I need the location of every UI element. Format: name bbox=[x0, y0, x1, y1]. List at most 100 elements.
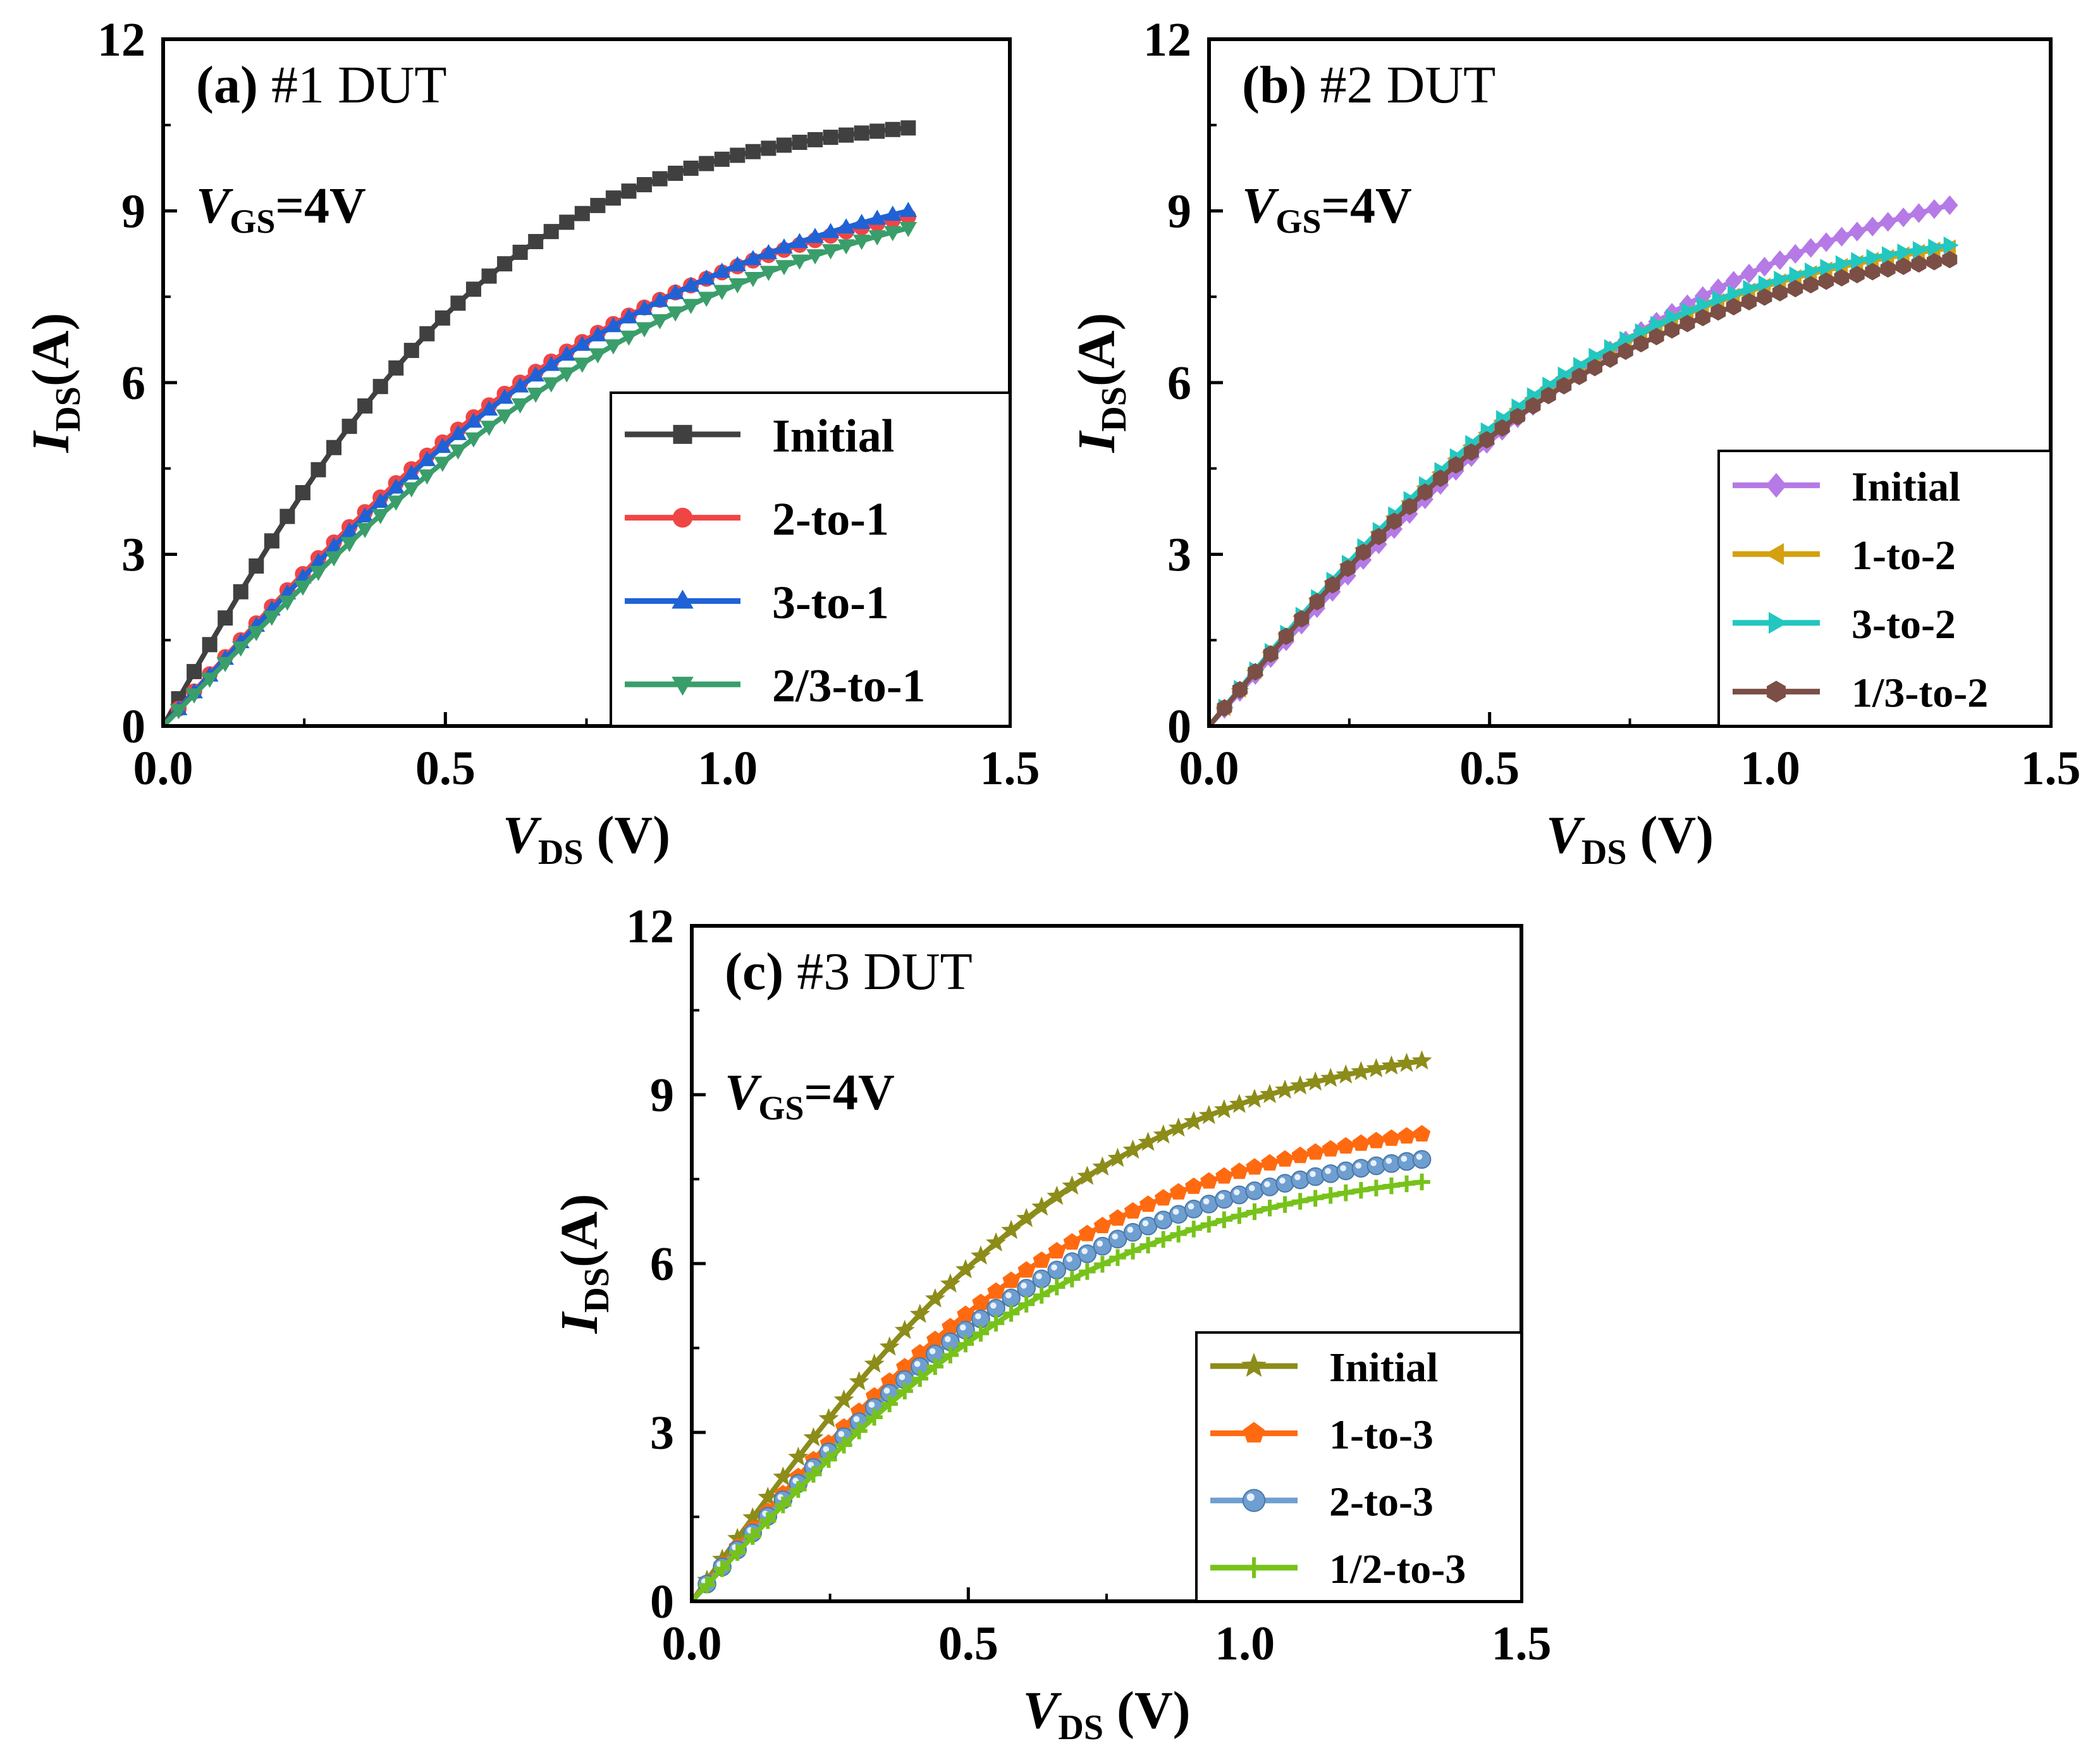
data-point bbox=[942, 1317, 959, 1334]
data-point bbox=[1183, 1111, 1204, 1131]
data-point bbox=[1124, 1243, 1141, 1260]
data-point-highlight bbox=[1051, 1264, 1057, 1271]
data-point bbox=[1943, 237, 1959, 254]
data-point bbox=[881, 1395, 898, 1413]
data-point bbox=[1618, 342, 1633, 360]
data-point bbox=[972, 1293, 990, 1310]
legend-label: Initial bbox=[1329, 1345, 1438, 1391]
data-point bbox=[1383, 1177, 1400, 1195]
data-point bbox=[869, 123, 885, 139]
data-point bbox=[1849, 266, 1865, 284]
data-point bbox=[480, 400, 498, 416]
data-point bbox=[1679, 294, 1696, 314]
x-tick-label: 0.5 bbox=[1459, 742, 1520, 795]
data-point bbox=[1366, 1058, 1387, 1078]
data-point bbox=[790, 254, 809, 270]
data-point bbox=[1788, 280, 1803, 298]
data-point bbox=[1820, 259, 1836, 276]
data-point-highlight bbox=[1340, 1165, 1346, 1172]
data-point bbox=[449, 424, 467, 440]
legend-label: 2/3-to-1 bbox=[772, 660, 926, 712]
y-tick-label: 9 bbox=[121, 185, 145, 238]
data-point bbox=[1077, 1166, 1098, 1185]
data-point bbox=[1215, 1211, 1233, 1229]
data-point-highlight bbox=[853, 1416, 860, 1422]
legend-swatch-marker bbox=[1243, 1422, 1265, 1443]
data-point bbox=[1092, 1156, 1113, 1176]
data-point bbox=[512, 244, 528, 260]
data-point bbox=[805, 1466, 822, 1483]
data-point bbox=[1213, 1098, 1234, 1119]
data-point bbox=[900, 120, 916, 136]
data-point bbox=[187, 663, 202, 679]
data-point-highlight bbox=[914, 1360, 921, 1367]
data-point bbox=[1002, 1271, 1020, 1288]
data-point bbox=[1712, 290, 1728, 308]
data-point bbox=[849, 1371, 869, 1391]
data-point bbox=[883, 226, 902, 242]
data-point bbox=[1525, 397, 1541, 415]
x-tick-label: 0.0 bbox=[662, 1617, 722, 1670]
data-point bbox=[868, 209, 887, 225]
data-point bbox=[371, 508, 390, 524]
data-point bbox=[1479, 431, 1495, 449]
legend-entry: 1/2-to-3 bbox=[1210, 1546, 1466, 1592]
data-point bbox=[1633, 335, 1649, 353]
data-point bbox=[1896, 257, 1912, 275]
data-point bbox=[1649, 328, 1664, 345]
data-point bbox=[1912, 241, 1928, 259]
data-point-highlight bbox=[1279, 1178, 1286, 1184]
data-point-highlight bbox=[1036, 1273, 1042, 1279]
data-point-highlight bbox=[1157, 1214, 1164, 1221]
data-point bbox=[1245, 1181, 1264, 1200]
x-axis-label: VDS (V) bbox=[503, 806, 670, 872]
data-point bbox=[558, 345, 576, 361]
legend-box bbox=[1195, 1331, 1523, 1603]
data-point bbox=[957, 1305, 974, 1322]
data-point bbox=[1367, 1131, 1385, 1148]
data-point bbox=[820, 1451, 837, 1468]
data-point bbox=[605, 190, 621, 206]
data-point bbox=[728, 256, 747, 272]
data-point bbox=[775, 238, 793, 254]
data-point-highlight bbox=[1294, 1174, 1301, 1181]
data-point bbox=[1941, 195, 1958, 216]
data-point bbox=[1033, 1287, 1050, 1304]
data-point bbox=[790, 233, 809, 249]
data-point bbox=[202, 637, 218, 653]
data-point bbox=[1078, 1224, 1096, 1241]
y-axis-label: IDS(A) bbox=[1067, 313, 1134, 453]
data-point bbox=[543, 224, 559, 240]
legend-entry: 2/3-to-1 bbox=[625, 660, 926, 712]
y-tick-label: 12 bbox=[1143, 13, 1191, 66]
data-point bbox=[402, 464, 421, 480]
data-point bbox=[620, 330, 638, 346]
data-point bbox=[1260, 1177, 1279, 1197]
data-point bbox=[1276, 1150, 1294, 1167]
data-point bbox=[1710, 303, 1726, 321]
legend-swatch-marker bbox=[1765, 543, 1784, 565]
legend-label: 3-to-2 bbox=[1851, 601, 1956, 648]
data-point-highlight bbox=[823, 1446, 830, 1453]
data-point bbox=[1232, 680, 1248, 699]
data-point bbox=[745, 144, 761, 159]
legend-label: Initial bbox=[1851, 464, 1960, 510]
data-point bbox=[1833, 226, 1850, 247]
data-point bbox=[1185, 1221, 1202, 1238]
data-point bbox=[1263, 645, 1279, 663]
data-point bbox=[1002, 1288, 1021, 1308]
data-point bbox=[879, 1336, 900, 1356]
data-point bbox=[880, 1372, 899, 1389]
data-point bbox=[899, 202, 918, 218]
data-point bbox=[896, 1382, 913, 1400]
y-tick-label: 12 bbox=[626, 900, 674, 953]
data-point bbox=[1168, 1117, 1189, 1137]
legend: Initial 1-to-3 2-to-3 1/2-to-3 bbox=[1195, 1331, 1523, 1603]
data-point bbox=[1556, 377, 1572, 395]
data-point-highlight bbox=[1096, 1240, 1103, 1247]
data-point bbox=[1107, 1147, 1128, 1167]
data-point bbox=[1139, 1236, 1157, 1254]
data-point-highlight bbox=[944, 1336, 951, 1343]
legend-entry: 2-to-3 bbox=[1210, 1479, 1434, 1525]
